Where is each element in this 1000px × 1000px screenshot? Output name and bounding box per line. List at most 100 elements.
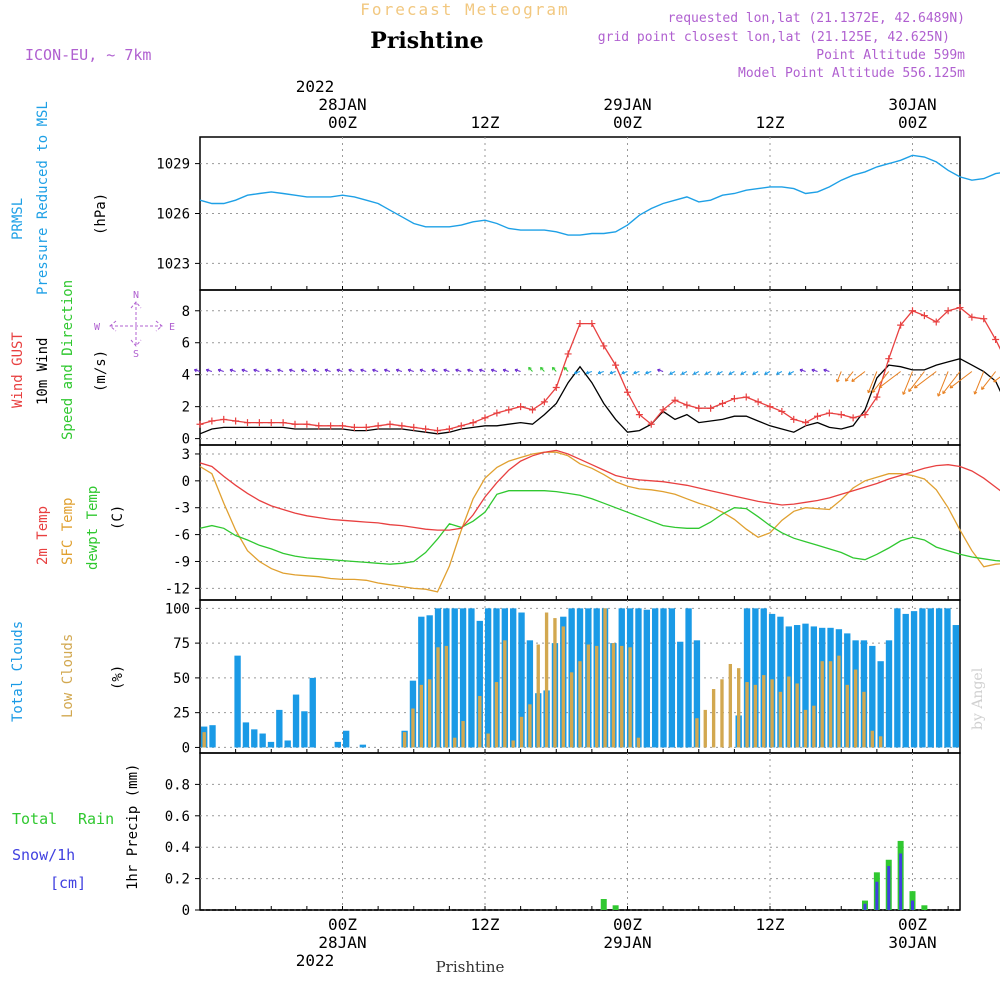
low-cloud-bar <box>427 679 432 748</box>
bottom-hour-label: 12Z <box>471 915 500 934</box>
wind-arrow <box>974 371 985 395</box>
gust-point <box>909 307 916 315</box>
footer-location: Prishtine <box>436 958 505 976</box>
t2m-label: 2m Temp <box>35 506 51 565</box>
gust-point <box>220 415 228 423</box>
wind-arrowhead <box>835 378 840 383</box>
wind-labels: Wind GUST 10m Wind Speed and Direction (… <box>10 280 175 440</box>
gust-point <box>386 420 394 428</box>
low-cloud-bar <box>853 669 858 748</box>
total-cloud-bar <box>869 645 876 748</box>
wind-arrowhead <box>973 391 978 395</box>
wind-arrowhead <box>764 371 768 375</box>
low-cloud-bar <box>611 643 616 748</box>
wind-arrow <box>851 371 866 382</box>
temp-unit: (C) <box>110 505 126 530</box>
pressure-labels: PRMSL Pressure Reduced to MSL (hPa) <box>10 101 109 295</box>
gust-point <box>291 420 299 428</box>
wind-arrowhead <box>728 371 733 375</box>
gust-point <box>457 422 465 430</box>
wind-arrowhead <box>823 368 827 373</box>
wind-arrowhead <box>324 368 329 373</box>
gust-point <box>932 318 940 326</box>
y-tick-label: 0.2 <box>165 872 190 888</box>
wind-arrowhead <box>752 371 756 375</box>
gust-point <box>802 419 810 427</box>
wind-arrowhead <box>431 368 435 373</box>
top-hour-label: 12Z <box>756 113 785 132</box>
low-cloud-bar <box>461 721 465 748</box>
y-tick-label: 0 <box>182 903 190 919</box>
low-cloud-bar <box>828 661 833 748</box>
bottom-hour-label: 00Z <box>898 915 927 934</box>
low-cloud-bar <box>812 705 816 748</box>
gust-point <box>315 422 323 430</box>
wind-arrowhead <box>914 384 918 389</box>
y-tick-label: 4 <box>182 368 190 384</box>
gust-point <box>196 420 204 428</box>
gust-point <box>529 406 536 414</box>
wind-arrowhead <box>288 368 293 373</box>
wind-arrowhead <box>704 371 709 375</box>
gust-point <box>992 336 1000 344</box>
t2m-line <box>199 449 1000 531</box>
low-cloud-bar <box>419 684 423 748</box>
wind-arrowhead <box>902 391 906 395</box>
wind-arrowhead <box>514 368 519 373</box>
top-date-label: 29JAN <box>603 95 651 114</box>
low-cloud-bar <box>745 682 749 748</box>
gust-point <box>778 407 786 415</box>
low-cloud-bar <box>778 691 783 748</box>
temp-series <box>199 449 1000 593</box>
low-cloud-bar <box>511 740 515 748</box>
gust-point <box>208 417 216 425</box>
wind-arrow <box>942 371 961 394</box>
gust-point <box>671 396 679 404</box>
top-axis: 28JAN00Z12Z29JAN00Z12Z30JAN00Z12Z <box>318 95 936 132</box>
prmsl-line <box>199 154 1000 236</box>
wind-arrowhead <box>467 368 471 373</box>
low-cloud-bar <box>636 737 641 748</box>
wind-arrowhead <box>633 370 637 375</box>
total-cloud-bar <box>635 608 642 748</box>
total-cloud-bar <box>518 612 525 748</box>
wind-arrowhead <box>597 370 602 375</box>
point-altitude: Point Altitude 599m <box>816 48 965 63</box>
rain-bar <box>600 899 607 910</box>
wind10m-label: 10m Wind <box>35 338 51 405</box>
wind-arrowhead <box>871 389 876 393</box>
total-cloud-bar <box>919 608 926 748</box>
low-cloud-bar <box>402 732 407 748</box>
wind-arrowhead <box>478 368 483 373</box>
gust-point <box>398 422 406 430</box>
compass-s: S <box>133 349 139 360</box>
gust-point <box>944 307 952 315</box>
gust-point <box>837 411 845 419</box>
total-cloud-bar <box>693 640 701 748</box>
total-cloud-bar <box>526 640 534 748</box>
wind-arrowhead <box>395 368 400 373</box>
wind-arrowhead <box>716 371 721 375</box>
compass-n: N <box>133 290 139 301</box>
gust-point <box>339 422 346 430</box>
gust-point <box>730 395 738 403</box>
location-title: Prishtine <box>370 28 483 54</box>
wind-arrowhead <box>740 371 745 375</box>
total-cloud-bar <box>284 740 291 748</box>
wind-arrowhead <box>540 366 544 371</box>
gust-point <box>505 406 513 414</box>
gust-point <box>790 415 798 423</box>
wind-arrowhead <box>265 368 269 373</box>
total-cloud-bar <box>910 611 918 748</box>
watermark: by Angel <box>970 667 986 730</box>
wind-arrowhead <box>241 368 245 373</box>
wind-arrowhead <box>360 368 364 373</box>
total-cloud-bar <box>944 608 951 748</box>
precip-labels: Total Rain Snow/1h [cm] 1hr Precip (mm) <box>12 764 141 892</box>
pressure-unit: (hPa) <box>93 193 109 235</box>
wind-arrowhead <box>937 393 941 397</box>
gust-point <box>873 393 881 401</box>
snow-bar <box>875 881 879 910</box>
pressure-msl-label: Pressure Reduced to MSL <box>35 101 51 295</box>
